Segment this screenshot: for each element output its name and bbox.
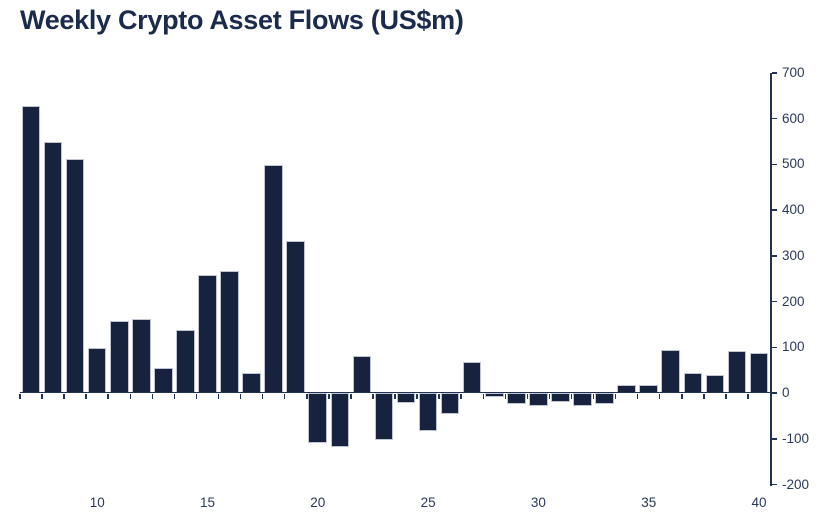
y-axis-tick bbox=[771, 392, 777, 394]
x-axis-tick bbox=[614, 393, 617, 399]
x-axis-tick bbox=[129, 393, 132, 399]
x-axis-tick bbox=[438, 393, 440, 399]
chart-bar-week-38 bbox=[705, 374, 725, 394]
chart-bar-week-23 bbox=[374, 393, 394, 440]
y-axis-tick bbox=[771, 117, 777, 120]
y-axis-label-600: 600 bbox=[782, 110, 805, 126]
y-axis-tick bbox=[771, 209, 777, 211]
x-axis-label-35: 35 bbox=[641, 495, 657, 510]
x-axis-tick bbox=[570, 393, 573, 399]
y-axis-label-700: 700 bbox=[782, 65, 805, 80]
chart-bar-week-11 bbox=[109, 320, 129, 394]
x-axis-tick bbox=[394, 393, 396, 399]
x-axis-tick bbox=[239, 393, 242, 399]
chart-bar-week-32 bbox=[573, 393, 592, 407]
x-axis-tick bbox=[636, 393, 639, 399]
x-axis-label-30: 30 bbox=[530, 495, 546, 510]
chart-bar-week-27 bbox=[462, 361, 482, 394]
y-axis-tick bbox=[771, 255, 777, 257]
x-axis-label-15: 15 bbox=[199, 495, 216, 510]
x-axis-line bbox=[20, 391, 772, 394]
y-axis-label-200: 200 bbox=[782, 293, 805, 309]
x-axis-tick bbox=[747, 393, 749, 399]
chart-bar-week-15 bbox=[198, 275, 217, 394]
y-axis-label--200: -200 bbox=[782, 476, 810, 492]
x-axis-label-25: 25 bbox=[420, 495, 436, 510]
x-axis-tick bbox=[460, 393, 462, 399]
y-axis-tick bbox=[771, 300, 777, 303]
x-axis-tick bbox=[261, 393, 264, 399]
chart-bar-week-33 bbox=[595, 393, 614, 404]
x-axis-tick bbox=[306, 393, 308, 399]
x-axis-tick bbox=[217, 393, 220, 399]
chart-bar-week-20 bbox=[308, 393, 328, 443]
chart-bar-week-25 bbox=[418, 393, 438, 432]
x-axis-tick bbox=[350, 393, 352, 399]
x-axis-tick bbox=[173, 393, 176, 399]
chart-bar-week-17 bbox=[242, 372, 261, 394]
x-axis-tick bbox=[63, 393, 65, 399]
chart-bar-week-36 bbox=[661, 349, 681, 394]
y-axis-label-300: 300 bbox=[782, 247, 805, 263]
chart-bar-week-40 bbox=[749, 353, 769, 394]
y-axis-tick bbox=[771, 483, 777, 486]
x-axis-tick bbox=[41, 393, 43, 399]
chart-bar-week-19 bbox=[286, 241, 305, 394]
x-axis-tick bbox=[592, 393, 595, 399]
chart-bar-week-26 bbox=[440, 393, 460, 415]
x-axis-tick bbox=[681, 393, 683, 399]
chart-bar-week-30 bbox=[529, 393, 548, 406]
chart-bar-week-29 bbox=[507, 393, 526, 405]
x-axis-tick bbox=[725, 393, 727, 399]
x-axis-label-40: 40 bbox=[751, 495, 767, 510]
y-axis-label--100: -100 bbox=[782, 430, 810, 446]
x-axis-tick bbox=[658, 393, 661, 399]
x-axis-tick bbox=[703, 393, 705, 399]
x-axis-tick bbox=[85, 393, 87, 399]
x-axis-tick bbox=[416, 393, 418, 399]
x-axis-tick bbox=[526, 393, 529, 399]
chart-bar-week-22 bbox=[352, 356, 372, 394]
chart-bar-week-28 bbox=[484, 393, 504, 398]
chart-bar-week-31 bbox=[551, 393, 570, 403]
y-axis-label-400: 400 bbox=[782, 202, 805, 218]
chart-bar-week-14 bbox=[176, 329, 195, 394]
chart-bar-week-12 bbox=[132, 318, 151, 394]
chart-bar-week-18 bbox=[264, 165, 283, 394]
x-axis-label-20: 20 bbox=[310, 495, 326, 510]
chart-bar-week-37 bbox=[683, 372, 703, 394]
y-axis-tick bbox=[771, 72, 777, 74]
chart-bar-week-24 bbox=[396, 393, 416, 404]
chart-bar-week-13 bbox=[154, 368, 173, 394]
chart-bar-week-8 bbox=[43, 141, 63, 394]
y-axis-tick bbox=[771, 163, 777, 166]
chart-bar-week-39 bbox=[727, 350, 747, 394]
x-axis-tick bbox=[283, 393, 286, 399]
x-axis-tick bbox=[19, 393, 21, 399]
x-axis-tick bbox=[504, 393, 507, 399]
x-axis-tick bbox=[195, 393, 198, 399]
chart-bar-week-16 bbox=[220, 270, 239, 394]
y-axis-tick bbox=[771, 346, 777, 349]
chart-bar-week-10 bbox=[87, 348, 107, 394]
x-axis-tick bbox=[328, 393, 330, 399]
chart-bar-week-9 bbox=[65, 158, 85, 394]
x-axis-tick bbox=[548, 393, 551, 399]
y-axis-label-100: 100 bbox=[782, 339, 805, 355]
x-axis-tick bbox=[107, 393, 109, 399]
x-axis-tick bbox=[372, 393, 374, 399]
x-axis-tick bbox=[482, 393, 484, 399]
x-axis-label-10: 10 bbox=[89, 495, 105, 510]
chart-title: Weekly Crypto Asset Flows (US$m) bbox=[20, 5, 464, 35]
y-axis-label-0: 0 bbox=[782, 385, 790, 401]
x-axis-tick bbox=[151, 393, 154, 399]
chart-bar-week-7 bbox=[21, 105, 41, 394]
y-axis-label-500: 500 bbox=[782, 156, 805, 172]
y-axis-line bbox=[770, 73, 772, 486]
chart-bar-week-21 bbox=[330, 393, 350, 448]
y-axis-tick bbox=[771, 438, 777, 440]
